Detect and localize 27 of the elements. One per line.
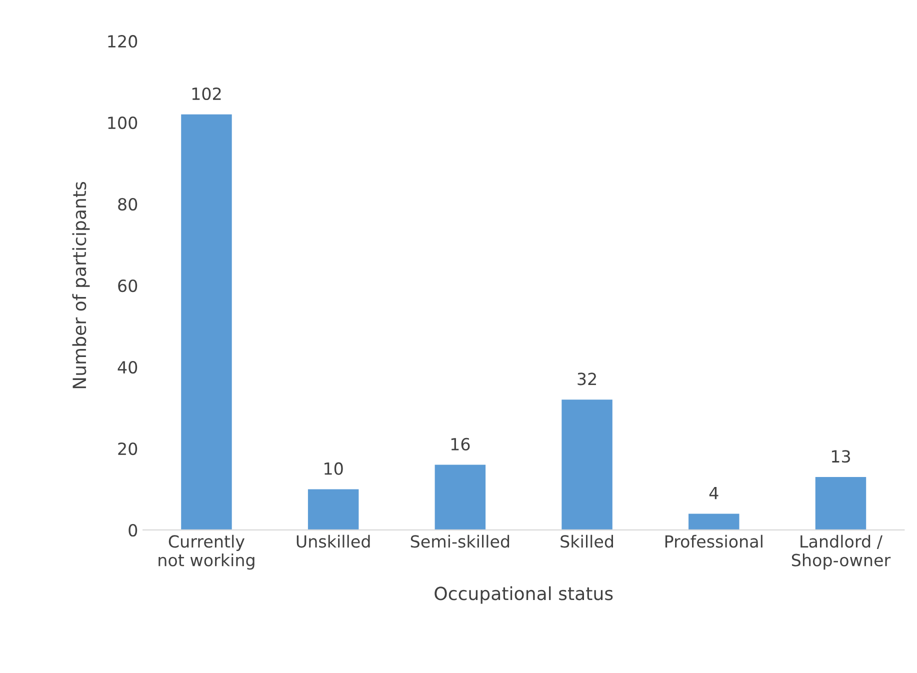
data-label: 102 [192,87,221,100]
x-tick-label: Unskilled [296,534,370,548]
data-label: 16 [451,438,470,450]
data-label: 4 [709,486,718,500]
y-axis-title: Number of participants [72,182,90,388]
y-tick-label: 0 [128,524,138,537]
bar [815,477,866,530]
data-label: 32 [578,372,596,386]
bar [308,489,359,530]
bar [688,514,740,530]
data-label: 13 [832,450,850,463]
x-axis-title: Occupational status [434,586,613,604]
data-label: 10 [324,462,343,475]
y-tick-label: 120 [108,35,138,48]
x-tick-label: Professional [665,534,762,548]
y-tick-label: 100 [108,116,138,130]
y-tick-label: 40 [118,360,138,374]
y-tick-label: 80 [118,198,138,211]
y-tick-label: 20 [118,442,138,456]
bar [434,464,486,530]
bar [181,114,232,530]
y-tick-label: 60 [118,279,138,292]
x-tick-label: Currently not working [158,534,254,570]
x-tick-label: Semi-skilled [410,534,510,548]
x-tick-label: Landlord / Shop-owner [792,534,891,570]
bar [562,400,612,530]
x-tick-label: Skilled [560,534,613,548]
